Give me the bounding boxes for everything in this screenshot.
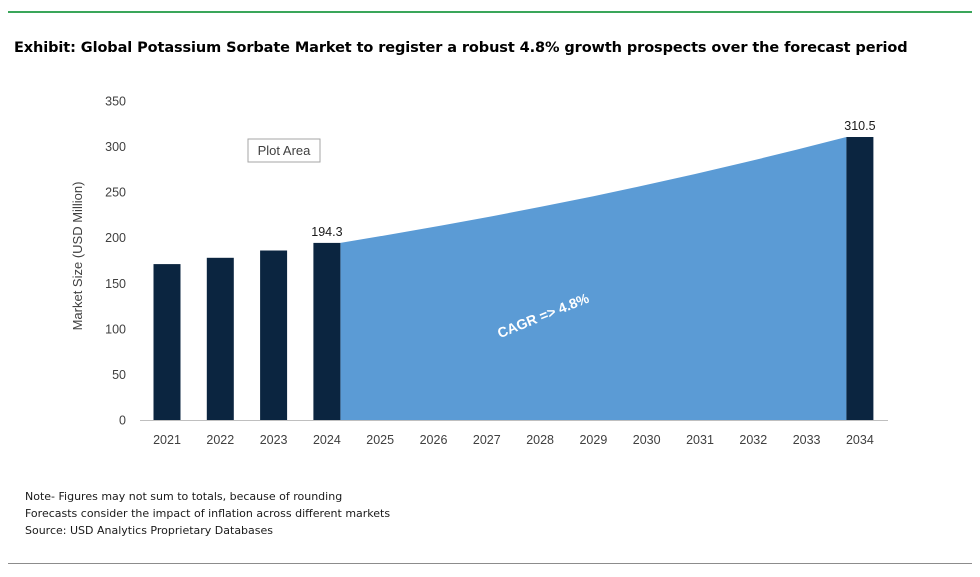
plot-area-label: Plot Area — [258, 143, 312, 158]
bar-2024 — [313, 242, 341, 420]
y-tick-label-200: 200 — [105, 231, 126, 245]
x-tick-label-2023: 2023 — [260, 433, 288, 447]
note-inflation: Forecasts consider the impact of inflati… — [25, 507, 391, 520]
top-rule — [8, 11, 972, 13]
note-source: Source: USD Analytics Proprietary Databa… — [25, 524, 274, 537]
y-axis-label: Market Size (USD Million) — [70, 182, 85, 331]
plot-area-box: Plot Area — [247, 138, 321, 163]
y-tick-label-350: 350 — [105, 95, 126, 109]
chart-title: Exhibit: Global Potassium Sorbate Market… — [14, 40, 908, 56]
bottom-rule — [8, 563, 972, 564]
bar-2034 — [846, 137, 874, 420]
y-tick-label-300: 300 — [105, 140, 126, 154]
x-tick-label-2021: 2021 — [153, 433, 181, 447]
data-label-2024: 194.3 — [311, 225, 342, 239]
x-tick-label-2029: 2029 — [579, 433, 607, 447]
x-tick-label-2024: 2024 — [313, 433, 341, 447]
x-tick-label-2031: 2031 — [686, 433, 714, 447]
x-tick-label-2033: 2033 — [793, 433, 821, 447]
footnotes: Note- Figures may not sum to totals, bec… — [25, 488, 390, 539]
x-tick-label-2022: 2022 — [206, 433, 234, 447]
bar-2022 — [206, 257, 234, 420]
x-tick-label-2034: 2034 — [846, 433, 874, 447]
note-rounding: Note- Figures may not sum to totals, bec… — [25, 490, 343, 503]
y-tick-label-150: 150 — [105, 277, 126, 291]
x-tick-label-2028: 2028 — [526, 433, 554, 447]
y-tick-label-50: 50 — [112, 368, 126, 382]
x-tick-label-2027: 2027 — [473, 433, 501, 447]
x-tick-label-2032: 2032 — [739, 433, 767, 447]
forecast-area — [340, 137, 847, 420]
bar-2021 — [153, 264, 181, 420]
x-tick-label-2025: 2025 — [366, 433, 394, 447]
y-tick-label-100: 100 — [105, 322, 126, 336]
bar-2023 — [260, 250, 288, 420]
y-tick-label-0: 0 — [119, 414, 126, 428]
data-label-2034: 310.5 — [844, 119, 875, 133]
x-tick-label-2026: 2026 — [420, 433, 448, 447]
x-tick-label-2030: 2030 — [633, 433, 661, 447]
y-tick-label-250: 250 — [105, 186, 126, 200]
